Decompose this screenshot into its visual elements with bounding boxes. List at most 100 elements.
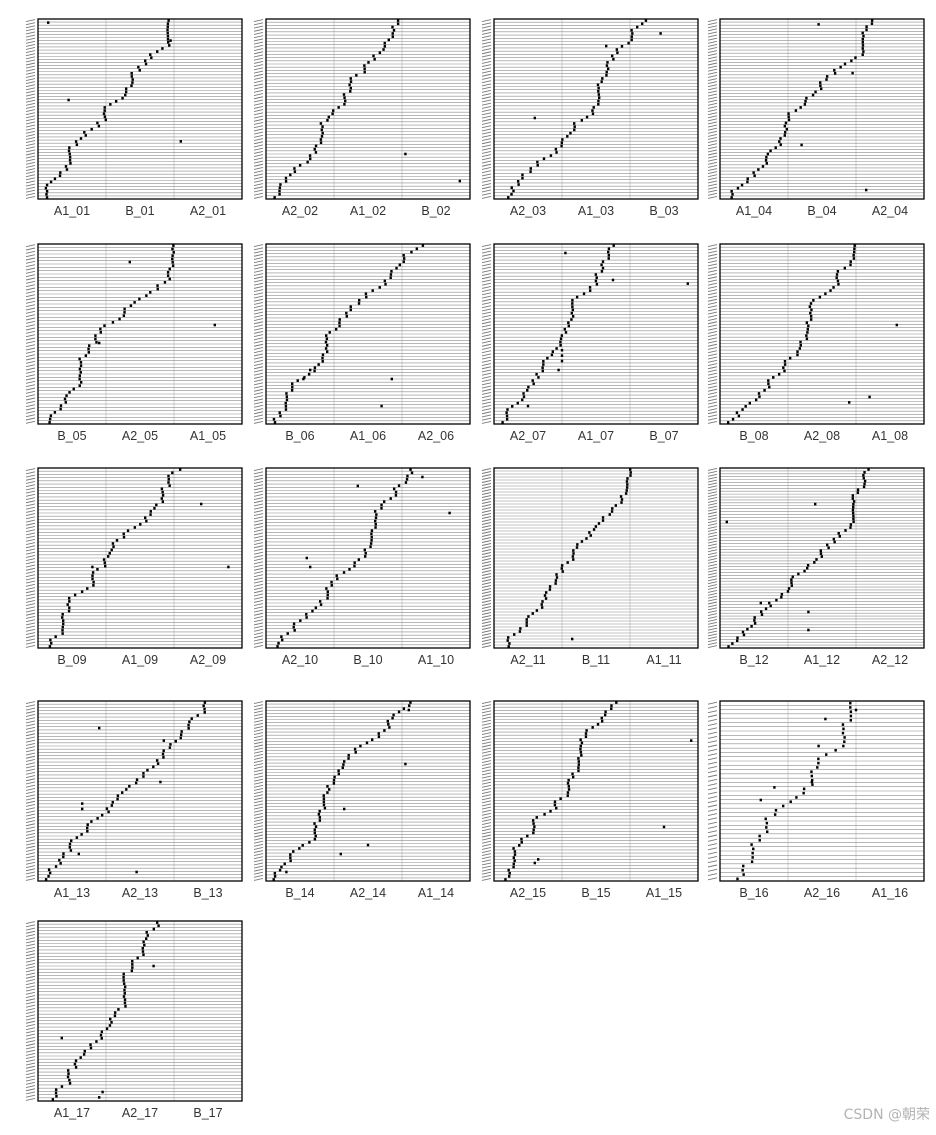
row-label <box>253 500 264 504</box>
data-point <box>811 93 815 97</box>
data-point <box>59 171 62 174</box>
data-point <box>736 636 739 640</box>
row-label <box>707 263 718 267</box>
data-point <box>867 468 870 471</box>
row-label <box>253 865 264 869</box>
row-label <box>707 115 718 119</box>
row-label <box>707 834 718 838</box>
row-label <box>707 414 718 418</box>
row-label <box>481 51 492 55</box>
row-label <box>25 759 36 762</box>
data-point <box>130 84 133 88</box>
row-label <box>707 718 718 722</box>
row-label <box>707 607 718 611</box>
row-label <box>253 369 264 373</box>
row-label <box>25 43 36 47</box>
row-label <box>25 966 36 970</box>
row-label <box>481 573 492 576</box>
row-label <box>253 868 264 872</box>
data-point <box>143 516 147 520</box>
row-label <box>253 747 264 751</box>
data-point <box>809 318 813 321</box>
row-label <box>707 636 718 640</box>
row-label <box>481 369 492 373</box>
data-point <box>862 476 865 480</box>
row-label <box>25 794 36 798</box>
row-label <box>25 407 36 411</box>
row-label <box>25 985 36 989</box>
data-point <box>318 819 322 822</box>
row-label <box>25 839 36 843</box>
data-point <box>130 72 133 75</box>
row-label <box>253 846 264 850</box>
outlier-point <box>309 368 312 372</box>
data-point <box>825 78 828 81</box>
data-point <box>133 526 137 529</box>
row-label <box>253 497 264 500</box>
row-label <box>25 390 36 394</box>
row-label <box>481 134 492 138</box>
data-point <box>375 513 378 516</box>
data-point <box>735 639 739 643</box>
data-point <box>543 812 546 816</box>
row-label <box>25 820 36 823</box>
data-point <box>849 714 853 718</box>
data-point <box>318 600 322 603</box>
row-label <box>25 118 36 122</box>
outlier-point <box>60 1036 63 1040</box>
row-label <box>481 372 492 376</box>
data-point <box>570 318 573 321</box>
data-point <box>107 810 110 814</box>
row-label <box>253 404 264 408</box>
row-label <box>25 567 36 571</box>
data-point <box>79 381 83 384</box>
row-label <box>707 158 718 162</box>
data-point <box>731 417 735 421</box>
column-label: B_03 <box>649 204 678 218</box>
data-point <box>537 376 540 379</box>
row-label <box>481 735 492 739</box>
row-label <box>25 140 36 144</box>
data-point <box>336 577 339 581</box>
data-point <box>44 878 48 881</box>
data-point <box>511 405 514 408</box>
data-point <box>768 385 771 389</box>
data-point <box>372 54 375 58</box>
data-point <box>595 276 598 280</box>
row-label <box>253 38 264 42</box>
row-label <box>707 183 718 187</box>
data-point <box>579 747 582 751</box>
row-label <box>707 143 718 147</box>
row-label <box>253 484 264 488</box>
row-label <box>25 807 36 811</box>
row-label <box>707 851 718 855</box>
data-point <box>149 291 152 294</box>
outlier-point <box>302 377 305 381</box>
row-label <box>253 554 264 558</box>
row-label <box>481 840 492 844</box>
data-point <box>544 597 548 600</box>
data-point <box>522 392 525 395</box>
row-label <box>253 51 264 55</box>
row-label <box>707 523 718 527</box>
row-label <box>25 852 36 856</box>
data-point <box>861 47 864 50</box>
row-label <box>707 81 718 85</box>
data-point <box>142 775 145 778</box>
row-label <box>707 744 718 748</box>
data-point <box>377 732 380 735</box>
row-label <box>481 468 492 471</box>
outlier-point <box>848 401 851 404</box>
data-point <box>325 337 329 341</box>
row-label <box>253 522 264 526</box>
data-point <box>47 874 50 878</box>
data-point <box>141 950 145 953</box>
row-label <box>707 757 718 761</box>
data-point <box>172 251 175 254</box>
outlier-point <box>759 798 762 802</box>
data-point <box>863 471 866 474</box>
row-label <box>25 877 36 881</box>
data-point <box>128 784 131 788</box>
data-point <box>575 295 579 299</box>
row-label <box>481 591 492 594</box>
